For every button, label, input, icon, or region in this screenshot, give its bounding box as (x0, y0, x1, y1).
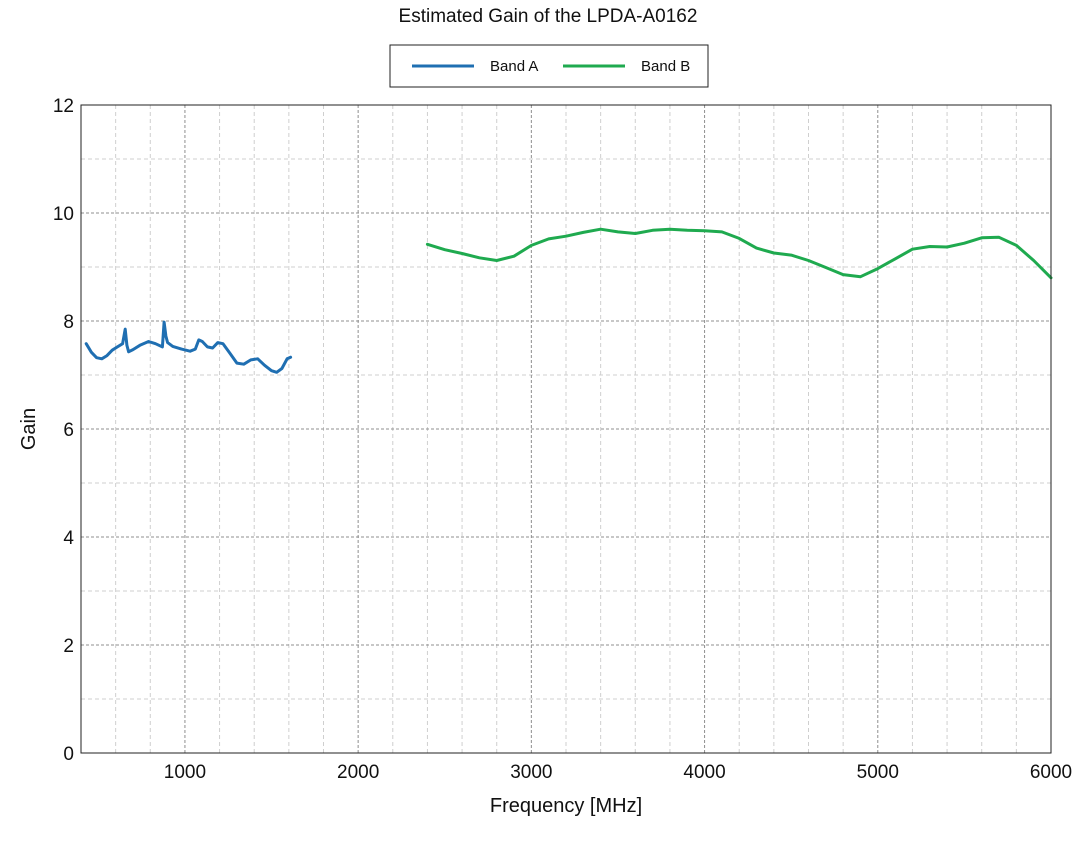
legend-label-band-b: Band B (641, 58, 690, 75)
x-axis-ticks: 1000 2000 3000 4000 5000 6000 (164, 762, 1072, 783)
y-tick-label: 12 (53, 96, 74, 117)
grid (81, 104, 1052, 754)
y-tick-label: 0 (63, 744, 74, 765)
y-tick-label: 8 (63, 312, 74, 333)
x-tick-label: 6000 (1030, 762, 1072, 783)
x-axis-label: Frequency [MHz] (490, 795, 642, 817)
y-tick-label: 10 (53, 204, 74, 225)
x-tick-label: 3000 (510, 762, 552, 783)
chart-title: Estimated Gain of the LPDA-A0162 (399, 6, 698, 27)
y-axis-ticks: 0 2 4 6 8 10 12 (53, 96, 75, 765)
plot-area-border (80, 104, 1052, 754)
y-axis-label: Gain (18, 408, 40, 450)
x-tick-label: 4000 (683, 762, 725, 783)
legend-label-band-a: Band A (490, 58, 538, 75)
x-tick-label: 5000 (857, 762, 899, 783)
series-layer (84, 227, 1053, 374)
series-line-band-b (425, 227, 1053, 280)
x-tick-label: 2000 (337, 762, 379, 783)
legend: Band A Band B (389, 44, 709, 88)
x-tick-label: 1000 (164, 762, 206, 783)
series-line-band-a (84, 320, 293, 374)
y-tick-label: 2 (63, 636, 74, 657)
y-tick-label: 4 (63, 528, 74, 549)
y-tick-label: 6 (63, 420, 74, 441)
